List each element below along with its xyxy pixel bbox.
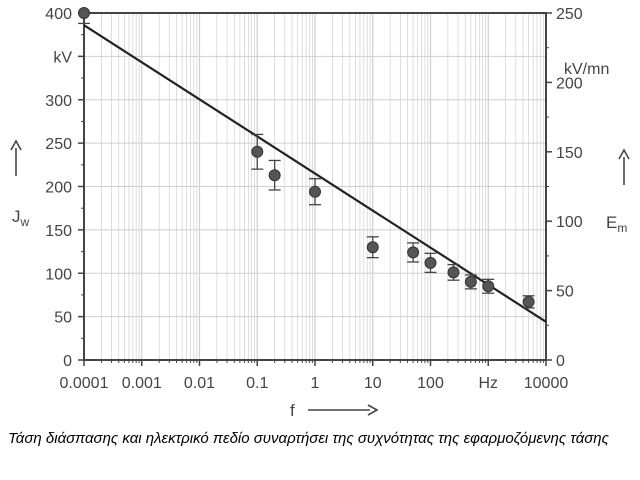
x-tick-label: 0.01 <box>184 375 215 392</box>
data-marker <box>482 280 495 293</box>
x-axis-symbol: f <box>290 401 295 420</box>
left-axis-label: Jw <box>10 139 30 229</box>
right-axis-label: Em kV/mn <box>564 61 630 235</box>
y-right-tick-label: 250 <box>556 6 583 23</box>
data-point <box>447 263 460 281</box>
x-tick-label: Hz <box>478 375 498 392</box>
trend-line <box>83 24 547 323</box>
data-marker <box>447 266 460 279</box>
right-arrow-icon <box>367 404 379 416</box>
x-tick-label: 10000 <box>524 375 569 392</box>
x-tick-label: 10 <box>364 375 382 392</box>
data-marker <box>366 241 379 254</box>
right-axis-symbol: Em <box>606 213 627 235</box>
data-marker <box>522 295 535 308</box>
y-left-tick-label: 400 <box>45 6 72 23</box>
y-left-tick-label: 300 <box>45 93 72 110</box>
data-marker <box>464 275 477 288</box>
x-axis-label: f <box>290 401 379 420</box>
data-marker <box>309 185 321 198</box>
data-point <box>309 178 321 206</box>
x-tick-label: 0.1 <box>246 375 268 392</box>
data-point <box>268 159 281 191</box>
y-left-tick-label: 200 <box>45 180 72 197</box>
up-arrow-icon <box>10 139 22 151</box>
y-right-tick-label: 200 <box>556 75 583 92</box>
x-tick-label: 0.001 <box>122 375 162 392</box>
y-right-tick-label: 0 <box>556 353 565 370</box>
data-point <box>424 252 437 274</box>
up-arrow-icon <box>618 148 630 160</box>
data-point <box>522 295 535 309</box>
data-point <box>482 278 495 294</box>
y-right-tick-label: 150 <box>556 145 583 162</box>
y-right-tick-label: 50 <box>556 284 574 301</box>
y-left-tick-label: kV <box>53 49 72 66</box>
data-marker <box>251 145 264 158</box>
data-point <box>78 7 90 25</box>
right-y-tick-labels: 0 50 100 150 200 250 <box>556 6 583 370</box>
x-tick-label: 100 <box>417 375 444 392</box>
figure-caption: Τάση διάσπασης και ηλεκτρικό πεδίο συναρ… <box>8 430 609 447</box>
data-marker <box>424 256 437 269</box>
x-tick-labels: 0.0001 0.001 0.01 0.1 1 10 100 Hz 10000 <box>60 375 569 392</box>
trend-line-segment <box>83 24 547 323</box>
ticks <box>78 12 552 366</box>
y-right-tick-label: 100 <box>556 214 583 231</box>
x-tick-label: 0.0001 <box>60 375 109 392</box>
left-y-tick-labels: 0 50 100 150 200 250 300 kV 400 <box>45 6 72 370</box>
data-points <box>78 7 535 309</box>
y-left-tick-label: 0 <box>63 353 72 370</box>
data-marker <box>78 7 90 19</box>
data-point <box>366 236 379 259</box>
data-point <box>407 242 420 263</box>
y-left-tick-label: 250 <box>45 136 72 153</box>
data-point <box>251 133 264 170</box>
y-left-tick-label: 50 <box>54 310 72 327</box>
y-left-tick-label: 100 <box>45 266 72 283</box>
x-tick-label: 1 <box>311 375 320 392</box>
right-axis-unit: kV/mn <box>564 61 609 78</box>
data-marker <box>268 169 281 182</box>
left-axis-symbol: Jw <box>12 207 30 229</box>
data-marker <box>407 246 420 259</box>
data-point <box>464 274 477 290</box>
y-left-tick-label: 150 <box>45 223 72 240</box>
